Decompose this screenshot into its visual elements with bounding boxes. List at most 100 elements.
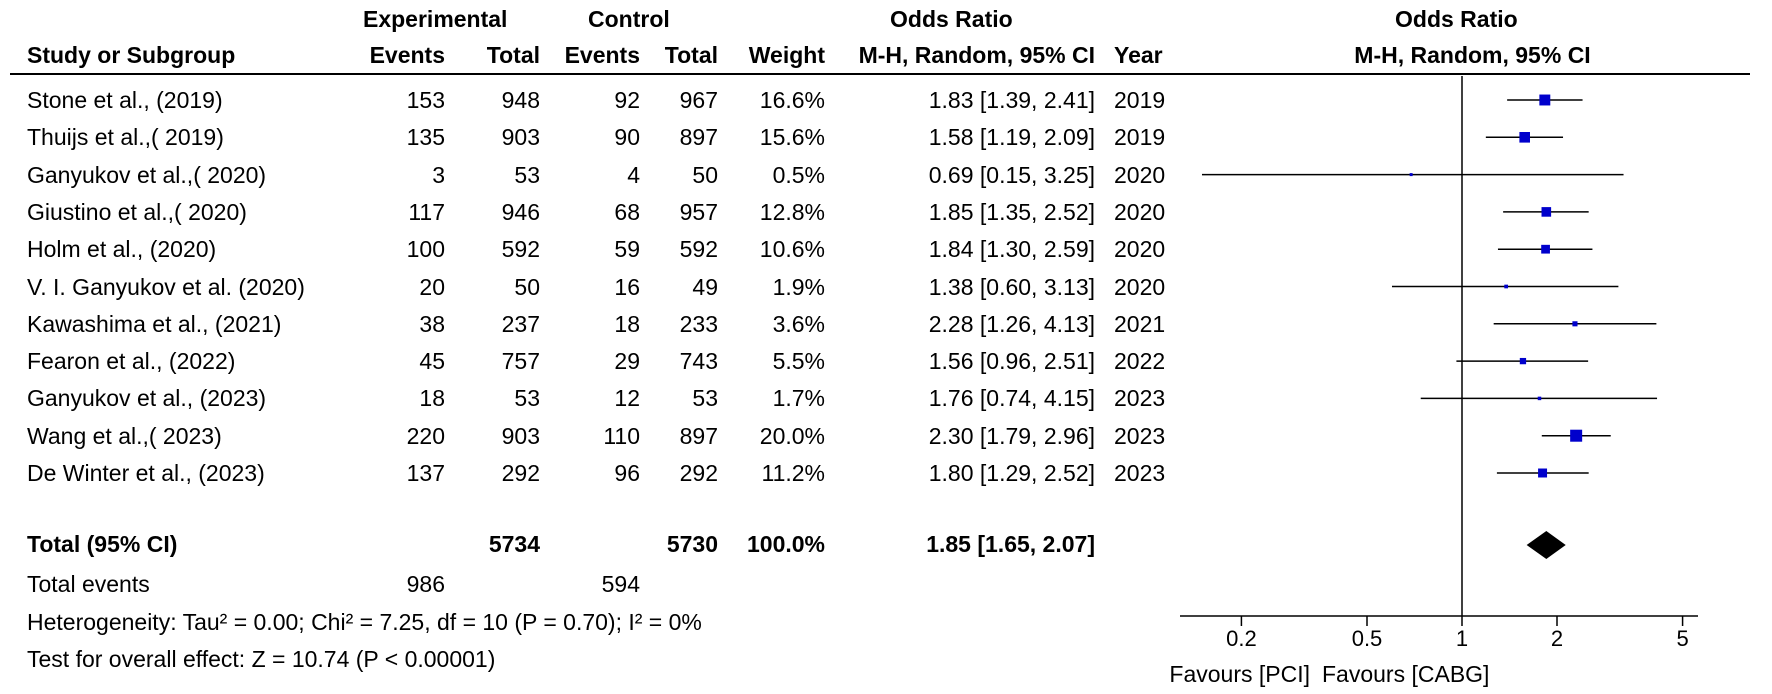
header-exp-events: Events [369, 42, 445, 68]
study-ctl-total: 897 [679, 124, 718, 150]
study-exp-events: 153 [406, 87, 445, 113]
study-ctl-events: 12 [614, 385, 640, 411]
study-exp-events: 38 [419, 311, 445, 337]
study-ctl-total: 967 [679, 87, 718, 113]
study-name: Kawashima et al., (2021) [27, 311, 282, 337]
total-events-ctl: 594 [601, 571, 640, 597]
study-exp-total: 50 [514, 274, 540, 300]
point-marker [1519, 132, 1530, 143]
study-name: Ganyukov et al.,( 2020) [27, 162, 267, 188]
study-weight: 1.7% [772, 385, 825, 411]
study-name: Fearon et al., (2022) [27, 348, 236, 374]
study-year: 2020 [1114, 236, 1166, 262]
study-or-text: 1.56 [0.96, 2.51] [928, 348, 1095, 374]
pooled-diamond [1526, 531, 1566, 559]
study-ctl-events: 18 [614, 311, 640, 337]
study-ctl-events: 90 [614, 124, 640, 150]
study-weight: 0.5% [772, 162, 825, 188]
study-name: V. I. Ganyukov et al. (2020) [27, 274, 305, 300]
study-or-text: 1.83 [1.39, 2.41] [928, 87, 1095, 113]
study-exp-total: 592 [501, 236, 540, 262]
study-name: Giustino et al.,( 2020) [27, 199, 247, 225]
study-name: De Winter et al., (2023) [27, 460, 265, 486]
study-ctl-total: 50 [692, 162, 718, 188]
total-exp-total: 5734 [488, 531, 540, 557]
study-year: 2020 [1114, 162, 1166, 188]
study-or-text: 2.30 [1.79, 2.96] [928, 423, 1095, 449]
study-exp-total: 903 [501, 423, 540, 449]
point-marker [1541, 207, 1552, 217]
study-or-text: 1.80 [1.29, 2.52] [928, 460, 1095, 486]
total-events-label: Total events [27, 571, 150, 597]
study-year: 2022 [1114, 348, 1166, 374]
x-tick-label: 0.2 [1226, 626, 1257, 651]
study-weight: 15.6% [759, 124, 825, 150]
study-weight: 20.0% [759, 423, 825, 449]
study-weight: 5.5% [772, 348, 825, 374]
study-ctl-events: 110 [603, 423, 640, 449]
point-marker [1539, 94, 1551, 106]
study-ctl-total: 233 [679, 311, 718, 337]
study-exp-total: 237 [501, 311, 540, 337]
favours-left-label: Favours [PCI] [1169, 661, 1310, 687]
header-odds-ratio-table: Odds Ratio [890, 6, 1013, 32]
study-ctl-events: 92 [614, 87, 640, 113]
study-name: Wang et al.,( 2023) [27, 423, 222, 449]
study-exp-events: 137 [406, 460, 445, 486]
point-marker [1409, 173, 1413, 177]
header-exp-total: Total [486, 42, 540, 68]
header-or-method: M-H, Random, 95% CI [858, 42, 1095, 68]
study-year: 2020 [1114, 199, 1166, 225]
total-events-exp: 986 [406, 571, 445, 597]
header-year: Year [1114, 42, 1163, 68]
study-ctl-total: 957 [679, 199, 718, 225]
study-name: Holm et al., (2020) [27, 236, 217, 262]
study-year: 2023 [1114, 423, 1166, 449]
study-or-text: 1.38 [0.60, 3.13] [928, 274, 1095, 300]
point-marker [1570, 429, 1583, 442]
header-study: Study or Subgroup [27, 42, 236, 68]
study-year: 2023 [1114, 385, 1166, 411]
heterogeneity-text: Heterogeneity: Tau² = 0.00; Chi² = 7.25,… [27, 609, 702, 635]
study-ctl-events: 16 [614, 274, 640, 300]
study-or-text: 1.58 [1.19, 2.09] [928, 124, 1095, 150]
study-exp-events: 45 [419, 348, 445, 374]
study-ctl-total: 743 [679, 348, 718, 374]
study-exp-total: 948 [501, 87, 540, 113]
x-tick-label: 2 [1551, 626, 1563, 651]
study-exp-events: 3 [432, 162, 445, 188]
point-marker [1541, 244, 1550, 254]
header-weight: Weight [748, 42, 825, 68]
study-name: Ganyukov et al., (2023) [27, 385, 267, 411]
study-name: Stone et al., (2019) [27, 87, 223, 113]
study-exp-total: 903 [501, 124, 540, 150]
study-ctl-total: 292 [679, 460, 718, 486]
study-exp-events: 117 [408, 199, 445, 225]
study-exp-total: 53 [514, 385, 540, 411]
study-ctl-total: 592 [679, 236, 718, 262]
study-ctl-total: 897 [679, 423, 718, 449]
study-year: 2023 [1114, 460, 1166, 486]
study-exp-total: 53 [514, 162, 540, 188]
study-ctl-total: 49 [692, 274, 718, 300]
study-exp-total: 292 [501, 460, 540, 486]
study-exp-total: 946 [501, 199, 540, 225]
study-year: 2019 [1114, 124, 1166, 150]
study-weight: 3.6% [772, 311, 825, 337]
favours-right-label: Favours [CABG] [1322, 661, 1490, 687]
study-exp-events: 220 [406, 423, 445, 449]
study-year: 2019 [1114, 87, 1166, 113]
header-experimental: Experimental [363, 6, 508, 32]
x-tick-label: 5 [1676, 626, 1688, 651]
point-marker [1537, 396, 1542, 401]
point-marker [1519, 357, 1527, 365]
header-ctl-total: Total [664, 42, 718, 68]
study-weight: 16.6% [759, 87, 825, 113]
study-ctl-events: 68 [614, 199, 640, 225]
point-marker [1572, 321, 1578, 327]
study-weight: 12.8% [759, 199, 825, 225]
study-exp-events: 135 [406, 124, 445, 150]
total-weight: 100.0% [746, 531, 825, 557]
study-or-text: 2.28 [1.26, 4.13] [928, 311, 1095, 337]
